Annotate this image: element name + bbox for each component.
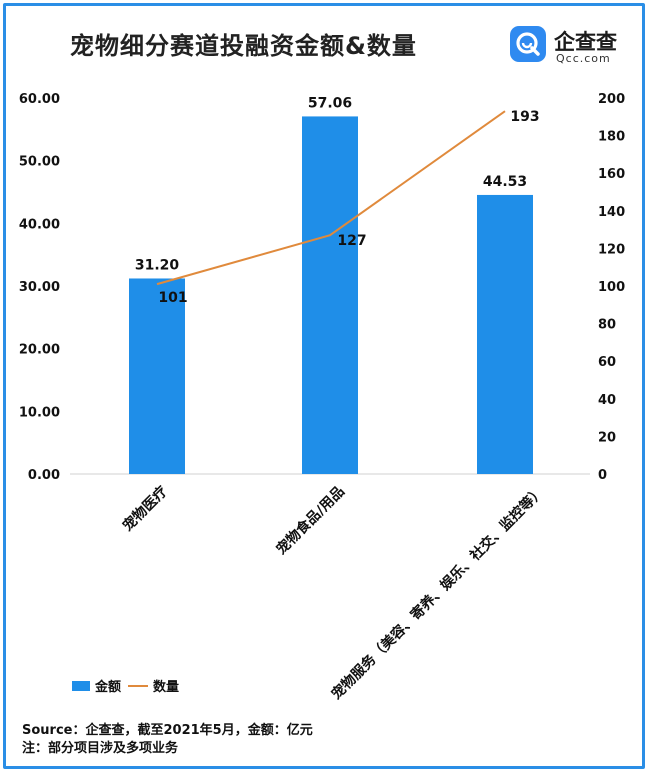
x-category-label: 宠物食品/用品 — [273, 483, 348, 558]
y-right-tick-label: 60 — [598, 355, 616, 370]
y-right-tick-label: 40 — [598, 393, 616, 408]
y-right-tick-label: 160 — [598, 167, 625, 182]
y-left-tick-label: 0.00 — [28, 468, 60, 483]
bar-value-label: 57.06 — [308, 95, 352, 111]
legend-label-amount: 金额 — [94, 679, 121, 695]
line-value-label: 193 — [510, 109, 539, 125]
y-left-tick-label: 60.00 — [19, 92, 60, 107]
y-right-tick-label: 120 — [598, 242, 625, 257]
y-right-tick-label: 20 — [598, 430, 616, 445]
qcc-logo-icon — [510, 26, 546, 62]
footnote: 注：部分项目涉及多项业务 — [22, 741, 179, 756]
x-category-label: 宠物服务（美容、寄养、娱乐、社交、监控等） — [328, 483, 548, 703]
y-right-tick-label: 140 — [598, 205, 625, 220]
y-right-tick-label: 200 — [598, 92, 625, 107]
bar-value-label: 44.53 — [483, 174, 527, 190]
chart-title: 宠物细分赛道投融资金额&数量 — [70, 32, 417, 60]
qcc-logo-domain: Qcc.com — [556, 52, 611, 65]
x-category-label: 宠物医疗 — [119, 483, 171, 535]
line-series-count — [156, 110, 506, 286]
bar-value-label: 31.20 — [135, 257, 180, 273]
y-right-tick-label: 0 — [598, 468, 607, 483]
y-right-tick-label: 100 — [598, 280, 625, 295]
qcc-logo-text: 企查查 — [554, 30, 617, 54]
legend-label-count: 数量 — [153, 679, 179, 695]
y-left-tick-label: 50.00 — [19, 155, 60, 170]
bar — [302, 116, 358, 474]
line-value-label: 127 — [337, 233, 366, 249]
y-left-tick-label: 30.00 — [19, 280, 60, 295]
legend-swatch-amount — [72, 681, 90, 691]
qcc-logo: 企查查 Qcc.com — [510, 26, 640, 68]
bar — [129, 278, 185, 474]
y-right-tick-label: 180 — [598, 130, 625, 145]
line-value-label: 101 — [158, 290, 187, 306]
y-left-tick-label: 20.00 — [19, 343, 60, 358]
source-note: Source：企查查，截至2021年5月，金额：亿元 — [22, 723, 313, 738]
y-left-tick-label: 40.00 — [19, 217, 60, 232]
y-right-tick-label: 80 — [598, 318, 616, 333]
bar — [477, 194, 533, 475]
y-left-tick-label: 10.00 — [19, 405, 60, 420]
footer: Source：企查查，截至2021年5月，金额：亿元 注：部分项目涉及多项业务 — [22, 722, 313, 758]
